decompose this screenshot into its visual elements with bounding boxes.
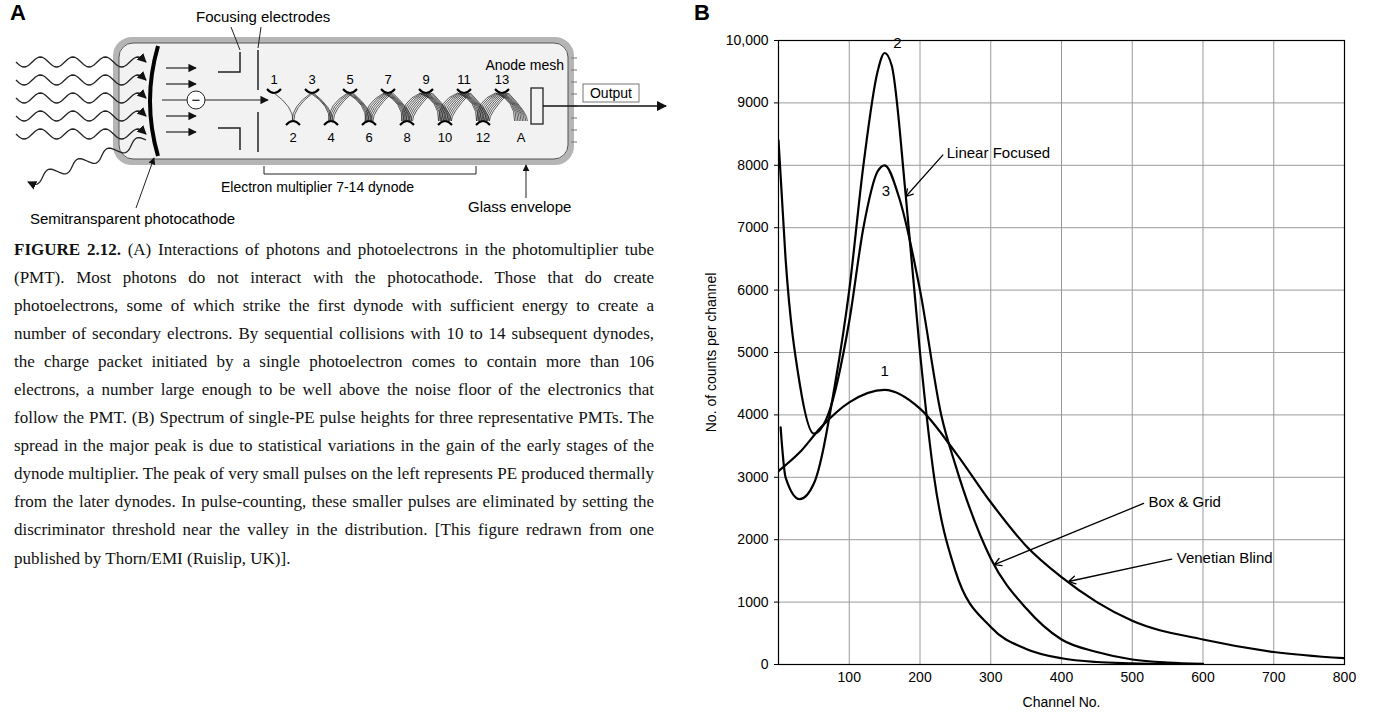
svg-text:2: 2 [893, 34, 901, 51]
svg-text:No. of counts per channel: No. of counts per channel [703, 273, 719, 433]
svg-text:8: 8 [403, 130, 410, 145]
svg-text:6000: 6000 [737, 282, 768, 298]
svg-text:5: 5 [346, 72, 353, 87]
svg-text:Electron multiplier 7-14 dynod: Electron multiplier 7-14 dynode [221, 179, 414, 195]
svg-text:−: − [192, 91, 201, 108]
svg-text:500: 500 [1121, 669, 1145, 685]
svg-text:1: 1 [880, 362, 888, 379]
svg-text:7: 7 [384, 72, 391, 87]
svg-text:Semitransparent photocathode: Semitransparent photocathode [30, 210, 235, 227]
svg-text:4: 4 [327, 130, 334, 145]
svg-text:8000: 8000 [737, 157, 768, 173]
svg-text:100: 100 [838, 669, 862, 685]
svg-text:2000: 2000 [737, 531, 768, 547]
svg-text:Linear Focused: Linear Focused [947, 144, 1050, 161]
svg-text:9: 9 [422, 72, 429, 87]
svg-text:Venetian Blind: Venetian Blind [1177, 549, 1273, 566]
svg-text:10,000: 10,000 [726, 32, 769, 48]
svg-text:Focusing electrodes: Focusing electrodes [196, 8, 330, 25]
svg-text:200: 200 [908, 669, 932, 685]
svg-text:0: 0 [761, 656, 769, 672]
svg-text:700: 700 [1262, 669, 1286, 685]
svg-text:9000: 9000 [737, 94, 768, 110]
svg-text:6: 6 [365, 130, 372, 145]
svg-text:A: A [10, 0, 26, 25]
svg-text:12: 12 [476, 130, 490, 145]
svg-text:800: 800 [1333, 669, 1357, 685]
svg-text:3: 3 [882, 182, 890, 199]
svg-text:2: 2 [289, 130, 296, 145]
svg-text:400: 400 [1050, 669, 1074, 685]
svg-text:7000: 7000 [737, 219, 768, 235]
svg-text:Channel No.: Channel No. [1023, 694, 1101, 710]
svg-text:300: 300 [979, 669, 1003, 685]
svg-text:Output: Output [590, 85, 632, 101]
svg-text:1000: 1000 [737, 594, 768, 610]
svg-text:A: A [517, 130, 526, 145]
svg-text:5000: 5000 [737, 344, 768, 360]
svg-text:13: 13 [495, 72, 509, 87]
html-text:B: B [694, 0, 710, 25]
svg-text:600: 600 [1191, 669, 1215, 685]
svg-text:10: 10 [438, 130, 452, 145]
svg-text:11: 11 [457, 72, 471, 87]
svg-text:4000: 4000 [737, 406, 768, 422]
svg-text:Anode mesh: Anode mesh [485, 57, 564, 73]
svg-text:Box & Grid: Box & Grid [1148, 493, 1221, 510]
svg-text:3000: 3000 [737, 469, 768, 485]
svg-text:1: 1 [270, 72, 277, 87]
svg-text:Glass envelope: Glass envelope [468, 198, 571, 215]
html-text:FIGURE 2.12. (A) Interactions: FIGURE 2.12. (A) Interactions of photons… [14, 240, 654, 568]
svg-text:3: 3 [308, 72, 315, 87]
